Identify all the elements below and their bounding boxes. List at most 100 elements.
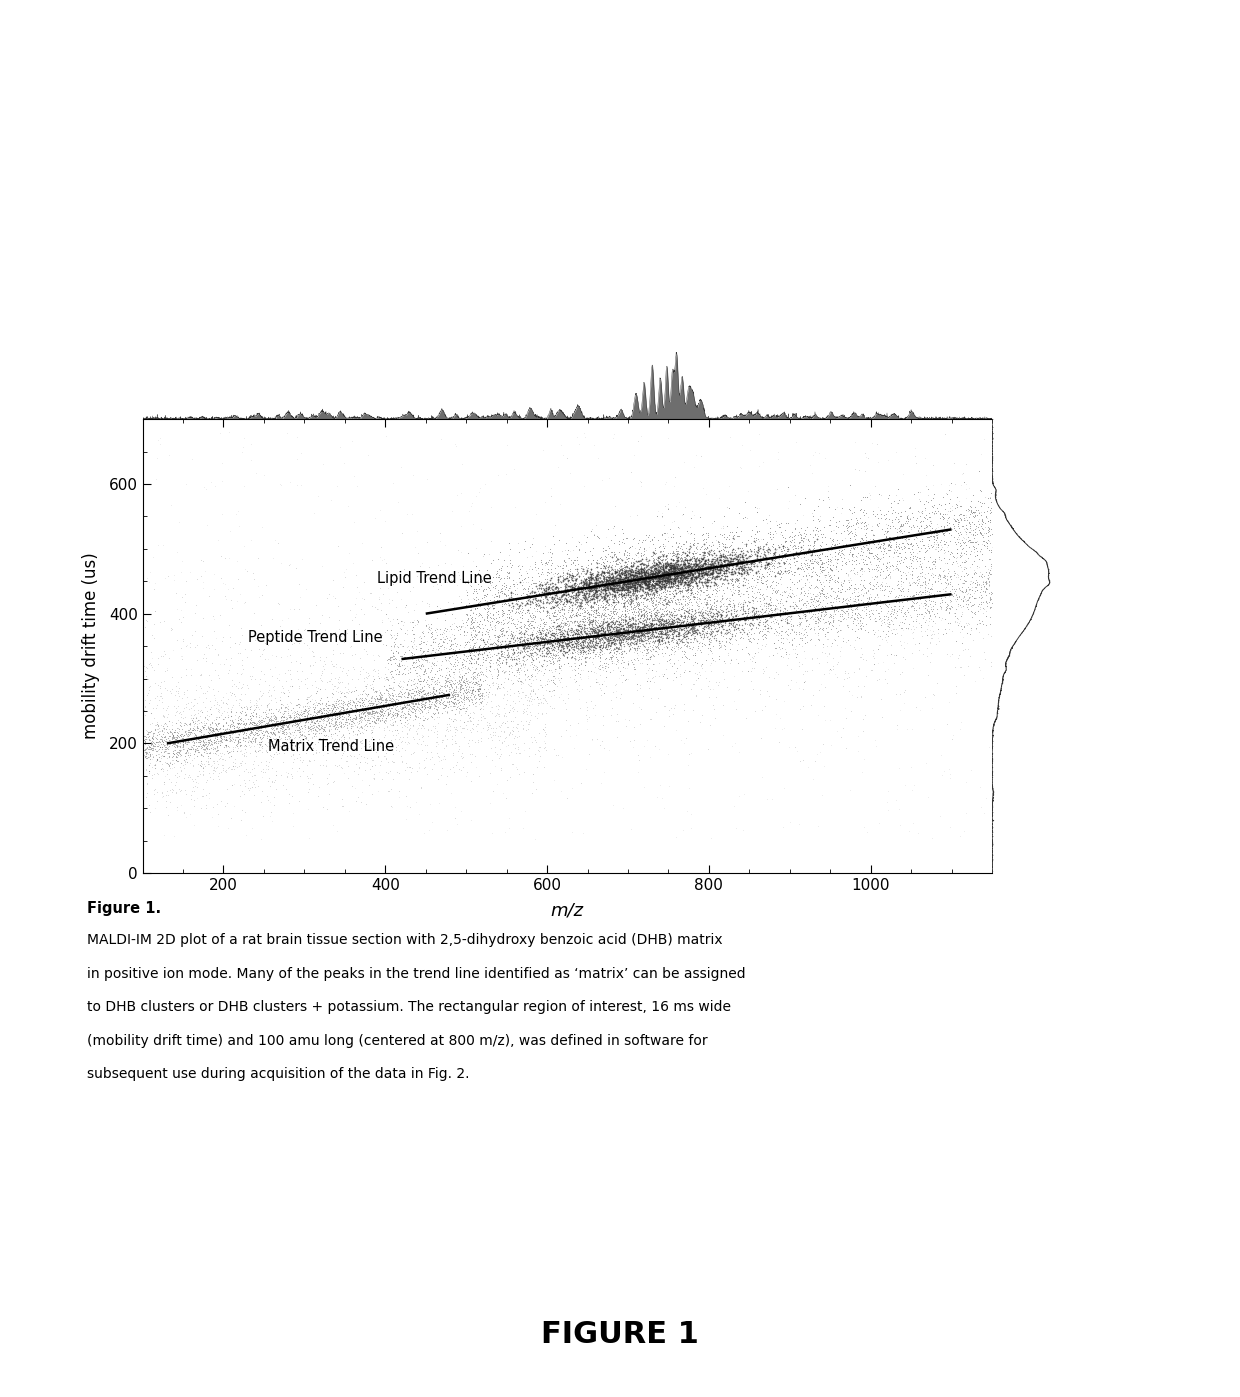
Point [663,541,683,563]
Point [637,624,657,647]
Point [924,583,944,605]
Point [821,578,841,601]
Point [646,577,666,599]
Point [751,563,771,585]
Point [374,675,394,697]
Point [613,608,632,630]
Point [671,630,691,652]
Point [236,733,255,756]
Point [817,545,837,567]
Point [591,581,611,604]
Point [578,634,598,657]
Point [374,726,394,749]
Point [232,662,252,685]
Point [949,612,968,634]
Point [582,553,601,576]
Point [833,534,853,556]
Point [787,597,807,619]
Point [848,602,868,624]
Point [882,511,901,534]
Point [463,644,482,666]
Point [587,556,606,578]
Point [613,549,632,571]
Point [613,616,632,638]
Point [780,529,800,552]
Point [140,560,160,583]
Point [549,597,569,619]
Point [480,637,500,659]
Point [234,721,254,743]
Point [281,729,301,752]
Point [544,626,564,648]
Point [955,507,975,529]
Point [672,564,692,587]
Point [975,576,994,598]
Point [595,574,615,597]
Point [169,680,188,703]
Point [598,616,618,638]
Point [810,564,830,587]
Point [378,652,398,675]
Point [653,545,673,567]
Point [687,548,707,570]
Point [407,672,427,694]
Point [937,564,957,587]
Point [572,659,591,682]
Point [169,701,188,724]
Point [593,567,613,590]
Point [453,692,472,714]
Point [466,640,486,662]
Point [615,560,635,583]
Point [687,553,707,576]
Point [573,560,593,583]
Point [709,488,729,510]
Point [578,569,598,591]
Point [611,609,631,631]
Point [970,574,990,597]
Point [512,671,532,693]
Point [299,718,319,740]
Point [284,708,304,731]
Point [503,664,523,686]
Point [971,443,991,465]
Point [563,567,583,590]
Point [852,643,872,665]
Point [670,622,689,644]
Point [680,606,699,629]
Point [624,620,644,643]
Point [631,591,651,613]
Point [843,609,863,631]
Point [469,605,489,627]
Point [145,753,165,775]
Point [474,651,494,673]
Point [727,604,746,626]
Point [418,689,438,711]
Point [165,733,185,756]
Point [723,613,743,636]
Point [560,655,580,678]
Point [899,555,919,577]
Point [635,564,655,587]
Point [652,570,672,592]
Point [212,503,232,525]
Point [339,698,358,721]
Point [982,522,1002,545]
Point [842,549,862,571]
Point [580,569,600,591]
Point [370,694,389,717]
Point [615,562,635,584]
Point [542,636,562,658]
Point [579,624,599,647]
Point [583,619,603,641]
Point [223,711,243,733]
Point [227,590,247,612]
Point [326,701,346,724]
Point [582,597,601,619]
Point [903,609,923,631]
Point [283,714,303,736]
Point [645,527,665,549]
Point [792,504,812,527]
Point [652,609,672,631]
Point [507,637,527,659]
Point [715,566,735,588]
